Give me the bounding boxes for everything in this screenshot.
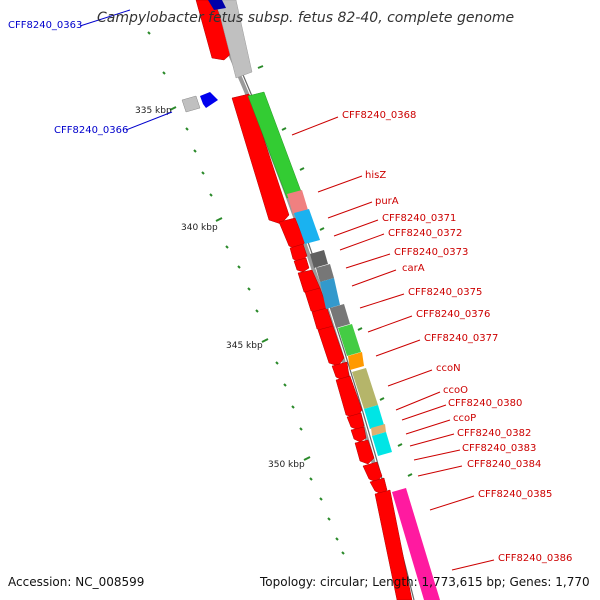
cog-block <box>372 432 392 456</box>
cog-track <box>215 0 440 600</box>
gene-label[interactable]: CFF8240_0371 <box>382 213 456 224</box>
cog-block <box>294 209 320 244</box>
tick-label-350: 350 kbp <box>268 460 305 470</box>
gene-feature <box>317 325 345 367</box>
gene-feature <box>195 0 234 61</box>
gene-label[interactable]: CFF8240_0366 <box>54 125 128 136</box>
gene-label[interactable]: carA <box>402 263 425 274</box>
accession-text: Accession: NC_008599 <box>8 575 144 589</box>
gene-label[interactable]: CFF8240_0368 <box>342 110 416 121</box>
cog-block <box>352 368 378 409</box>
gene-feature <box>350 426 367 443</box>
reverse-strand-genes <box>195 0 413 600</box>
outer-tick-marks <box>257 65 413 477</box>
gene-labels: CFF8240_0363 CFF8240_0366 CFF8240_0368 h… <box>8 20 572 564</box>
cog-block <box>330 304 350 328</box>
gene-label[interactable]: CFF8240_0377 <box>424 333 498 344</box>
gene-label[interactable]: CFF8240_0373 <box>394 247 468 258</box>
gene-feature <box>362 461 383 483</box>
gene-label[interactable]: CFF8240_0383 <box>462 443 536 454</box>
cog-block <box>320 278 340 309</box>
gene-label[interactable]: CFF8240_0385 <box>478 489 552 500</box>
gene-label[interactable]: CFF8240_0382 <box>457 428 531 439</box>
gene-label[interactable]: ccoO <box>443 385 468 396</box>
cog-block <box>371 424 386 436</box>
gene-feature <box>231 93 290 225</box>
gene-label[interactable]: CFF8240_0363 <box>8 20 82 31</box>
gene-label[interactable]: CFF8240_0372 <box>388 228 462 239</box>
tick-label-340: 340 kbp <box>181 223 218 233</box>
map-title: Campylobacter fetus subsp. fetus 82-40, … <box>97 10 514 26</box>
forward-strand-genes <box>181 0 226 113</box>
gc-dotted-track <box>147 31 345 555</box>
gene-label[interactable]: CFF8240_0380 <box>448 398 522 409</box>
gene-label[interactable]: ccoP <box>453 413 476 424</box>
gene-label[interactable]: CFF8240_0375 <box>408 287 482 298</box>
left-leader-lines <box>79 9 173 131</box>
kbp-ticks <box>169 106 311 461</box>
tick-label-345: 345 kbp <box>226 341 263 351</box>
label-leader-lines <box>291 116 495 571</box>
cog-block <box>287 190 308 214</box>
cog-block <box>364 405 384 429</box>
gene-feature <box>374 489 413 600</box>
cog-block <box>338 324 361 356</box>
cog-block <box>310 250 328 268</box>
cog-block <box>316 264 334 282</box>
gene-label[interactable]: CFF8240_0376 <box>416 309 490 320</box>
gene-label[interactable]: CFF8240_0384 <box>467 459 541 470</box>
gene-feature <box>181 95 201 113</box>
gene-label[interactable]: CFF8240_0386 <box>498 553 572 564</box>
gene-feature <box>208 0 226 10</box>
cog-block <box>215 0 253 79</box>
gene-label[interactable]: ccoN <box>436 363 461 374</box>
gene-label[interactable]: purA <box>375 196 399 207</box>
gene-feature <box>200 92 218 108</box>
tick-label-335: 335 kbp <box>135 106 172 116</box>
cog-block <box>348 352 364 370</box>
gene-feature <box>293 257 310 273</box>
topology-text: Topology: circular; Length: 1,773,615 bp… <box>259 575 590 589</box>
gene-feature <box>354 439 375 465</box>
cog-block <box>392 488 440 600</box>
gene-label[interactable]: hisZ <box>365 170 386 181</box>
